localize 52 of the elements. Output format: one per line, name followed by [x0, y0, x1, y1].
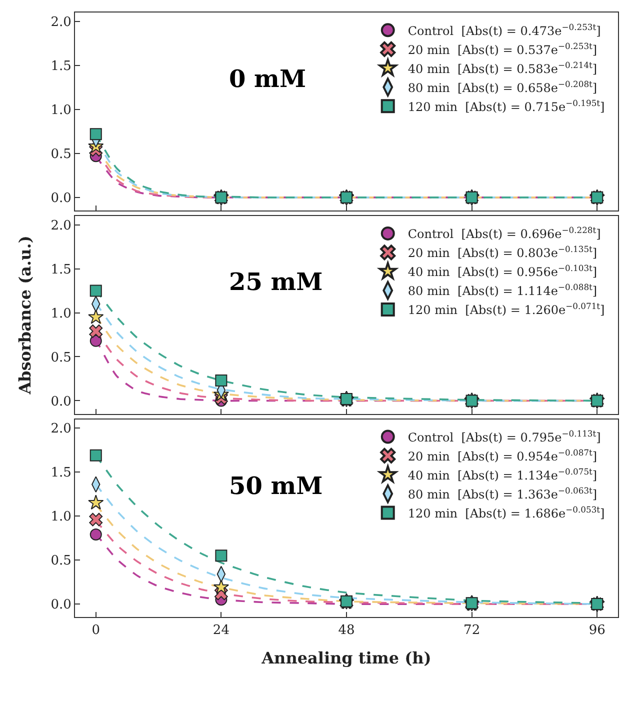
- y-tick-label: 2.0: [50, 15, 72, 30]
- legend-label: 40 min [Abs(t) = 0.956e$^{−0.103t}$]: [408, 263, 598, 280]
- legend-label: 20 min [Abs(t) = 0.537e$^{−0.253t}$]: [408, 40, 598, 57]
- legend-label: 120 min [Abs(t) = 1.260e$^{−0.071t}$]: [408, 301, 605, 318]
- y-tick-label: 2.0: [50, 218, 72, 234]
- y-tick-label: 1.5: [50, 466, 72, 481]
- legend-label: 20 min [Abs(t) = 0.954e$^{−0.087t}$]: [408, 447, 598, 464]
- x-tick-label: 0: [92, 622, 100, 638]
- point: [89, 512, 103, 526]
- legend-label: 80 min [Abs(t) = 0.658e$^{−0.208t}$]: [408, 78, 598, 95]
- y-tick-label: 0.5: [50, 554, 72, 569]
- point: [88, 308, 104, 324]
- point: [90, 284, 102, 297]
- y-axis-title: Absorbance (a.u.): [16, 236, 35, 396]
- y-tick-label: 2.0: [50, 422, 72, 437]
- point: [88, 494, 104, 510]
- y-tick-label: 0.5: [50, 350, 72, 366]
- y-tick-label: 0.0: [50, 394, 72, 410]
- legend-label: 40 min [Abs(t) = 1.134e$^{−0.075t}$]: [408, 466, 598, 482]
- point: [90, 449, 102, 462]
- point: [215, 374, 228, 386]
- y-tick-label: 0.0: [50, 598, 72, 613]
- y-tick-label: 1.5: [50, 262, 72, 278]
- y-tick-label: 1.0: [50, 306, 72, 322]
- legend-label: 80 min [Abs(t) = 1.114e$^{−0.088t}$]: [408, 282, 598, 298]
- legend-label: 120 min [Abs(t) = 0.715e$^{−0.195t}$]: [408, 98, 605, 114]
- point: [90, 128, 102, 140]
- y-tick-label: 1.5: [50, 59, 72, 74]
- y-tick-label: 1.0: [50, 103, 72, 118]
- y-tick-label: 0.5: [50, 146, 72, 162]
- x-tick-label: 96: [588, 622, 606, 638]
- text: 25 mM: [229, 267, 323, 296]
- y-tick-label: 1.0: [50, 510, 72, 525]
- x-tick-label: 48: [338, 622, 355, 638]
- legend-label: 20 min [Abs(t) = 0.803e$^{−0.135t}$]: [408, 244, 598, 260]
- point: [90, 528, 102, 541]
- point: [89, 324, 103, 338]
- legend-label: 40 min [Abs(t) = 0.583e$^{−0.214t}$]: [408, 60, 598, 76]
- x-axis-title: Annealing time (h): [260, 648, 432, 668]
- x-tick-label: 72: [464, 622, 480, 638]
- point: [213, 579, 230, 594]
- point: [90, 334, 102, 347]
- text: 50 mM: [229, 471, 323, 500]
- legend-label: Control [Abs(t) = 0.795e$^{−0.113t}$]: [408, 428, 601, 444]
- legend-label: Control [Abs(t) = 0.473e$^{−0.253t}$]: [408, 22, 601, 38]
- legend-label: 120 min [Abs(t) = 1.686e$^{−0.053t}$]: [408, 504, 605, 520]
- legend-label: 80 min [Abs(t) = 1.363e$^{−0.063t}$]: [408, 485, 598, 502]
- y-tick-label: 0.0: [50, 190, 72, 206]
- point: [215, 550, 228, 562]
- legend-label: Control [Abs(t) = 0.696e$^{−0.228t}$]: [408, 225, 601, 242]
- text: 0 mM: [229, 64, 306, 93]
- x-tick-label: 24: [212, 622, 230, 638]
